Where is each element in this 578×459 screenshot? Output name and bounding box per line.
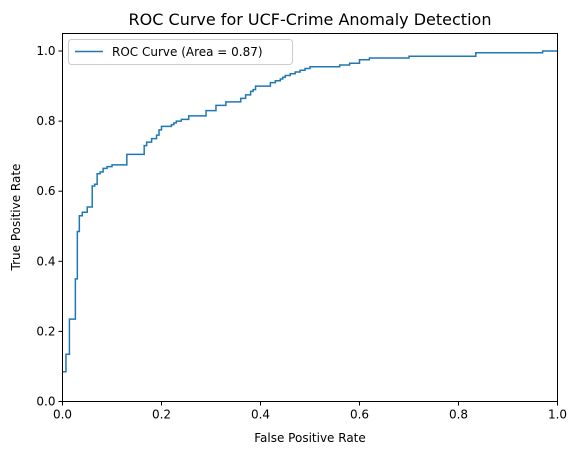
y-tick-label: 1.0 [36,44,55,58]
series-line-roc-curve [62,50,558,373]
chart-title: ROC Curve for UCF-Crime Anomaly Detectio… [129,10,492,29]
legend-label: ROC Curve (Area = 0.87) [112,45,263,59]
x-tick-label: 0.6 [350,408,369,422]
y-tick-label: 0.6 [36,184,55,198]
x-tick-label: 0.0 [53,408,72,422]
axis-ticks: 0.0 0.2 0.4 0.6 0.8 1.0 0.0 0.2 0.4 0.6 0.8 1.0 [36,44,567,421]
x-tick-label: 0.2 [152,408,171,422]
x-tick-label: 1.0 [548,408,567,422]
y-tick-label: 0.4 [36,254,55,268]
x-tick-label: 0.4 [251,408,270,422]
legend: ROC Curve (Area = 0.87) [68,39,293,65]
y-axis-label: True Positive Rate [9,164,23,272]
legend-box [68,39,293,65]
x-tick-label: 0.8 [449,408,468,422]
y-tick-label: 0.0 [36,395,55,409]
y-tick-label: 0.8 [36,114,55,128]
x-axis-label: False Positive Rate [254,431,366,445]
y-tick-label: 0.2 [36,324,55,338]
plot-frame [62,33,558,402]
